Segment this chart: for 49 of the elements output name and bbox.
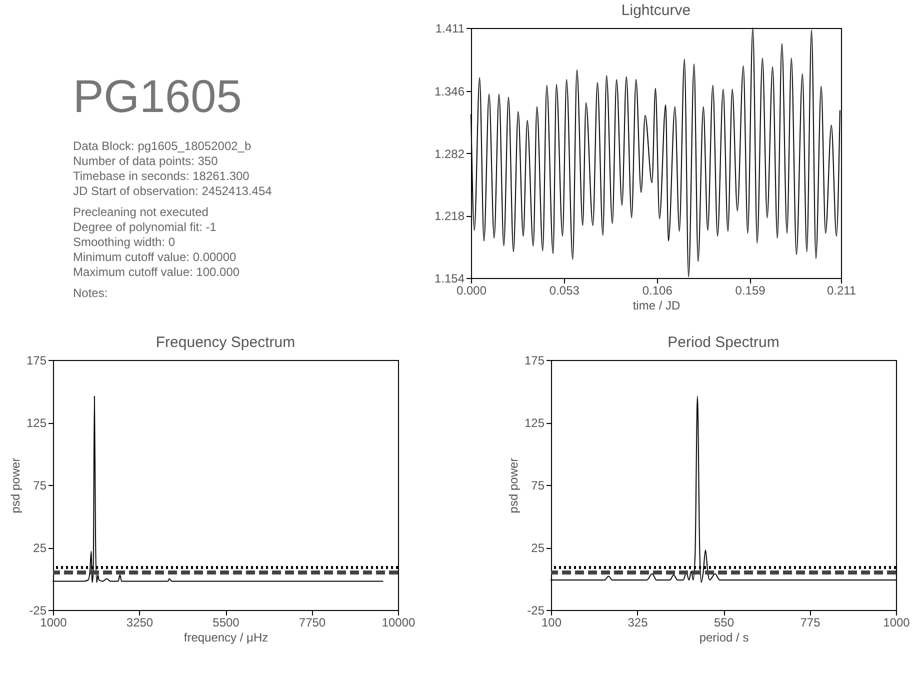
x-axis-title: time / JD xyxy=(632,298,680,312)
text: Maximum cutoff value: 100.000 xyxy=(73,265,240,279)
x-tick-label: 0.211 xyxy=(826,284,856,298)
y-tick-label: 1.282 xyxy=(434,146,465,161)
x-tick-label: 1000 xyxy=(883,616,910,630)
x-tick-label: 550 xyxy=(714,616,734,630)
y-axis-title: psd power xyxy=(8,458,22,514)
x-tick-label: 100 xyxy=(541,616,562,630)
x-tick-label: 0.053 xyxy=(549,284,580,298)
y-tick-label: 25 xyxy=(33,541,47,555)
y-tick-label: 125 xyxy=(26,416,47,430)
chart-title: Lightcurve xyxy=(621,2,691,19)
y-tick-label: -25 xyxy=(29,604,47,618)
y-tick-label: -25 xyxy=(527,604,545,618)
text: JD Start of observation: 2452413.454 xyxy=(73,184,272,198)
x-tick-label: 5500 xyxy=(212,616,240,630)
x-tick-label: 775 xyxy=(800,616,821,630)
y-tick-label: 1.154 xyxy=(434,272,465,286)
text: Data Block: pg1605_18052002_b xyxy=(73,139,252,153)
y-axis-title: psd power xyxy=(506,458,520,514)
text: Precleaning not executed xyxy=(73,205,208,219)
y-tick-label: 1.218 xyxy=(434,209,465,224)
chart-title: Frequency Spectrum xyxy=(156,334,296,351)
x-tick-label: 1000 xyxy=(40,616,68,630)
x-axis-title: frequency / μHz xyxy=(184,630,268,644)
text: Smoothing width: 0 xyxy=(73,235,176,249)
y-tick-label: 75 xyxy=(33,478,47,492)
text: Timebase in seconds: 18261.300 xyxy=(73,169,250,183)
text: Notes: xyxy=(73,286,108,300)
y-tick-label: 175 xyxy=(26,354,47,368)
y-tick-label: 25 xyxy=(531,541,545,555)
x-tick-label: 7750 xyxy=(298,616,326,630)
y-tick-label: 175 xyxy=(524,354,545,368)
x-tick-label: 0.159 xyxy=(735,284,766,298)
x-tick-label: 0.000 xyxy=(456,284,487,298)
x-axis-title: period / s xyxy=(699,630,749,644)
y-tick-label: 1.346 xyxy=(434,84,465,99)
y-tick-label: 75 xyxy=(531,478,545,492)
text: Degree of polynomial fit: -1 xyxy=(73,220,217,234)
x-tick-label: 0.106 xyxy=(642,284,673,298)
text: PG1605 xyxy=(73,70,242,122)
text: Number of data points: 350 xyxy=(73,154,218,168)
y-tick-label: 125 xyxy=(524,416,545,430)
x-tick-label: 10000 xyxy=(382,616,416,630)
x-tick-label: 325 xyxy=(628,616,648,630)
x-tick-label: 3250 xyxy=(126,616,154,630)
y-tick-label: 1.411 xyxy=(435,22,465,36)
chart-title: Period Spectrum xyxy=(668,334,780,351)
text: Minimum cutoff value: 0.00000 xyxy=(73,250,237,264)
